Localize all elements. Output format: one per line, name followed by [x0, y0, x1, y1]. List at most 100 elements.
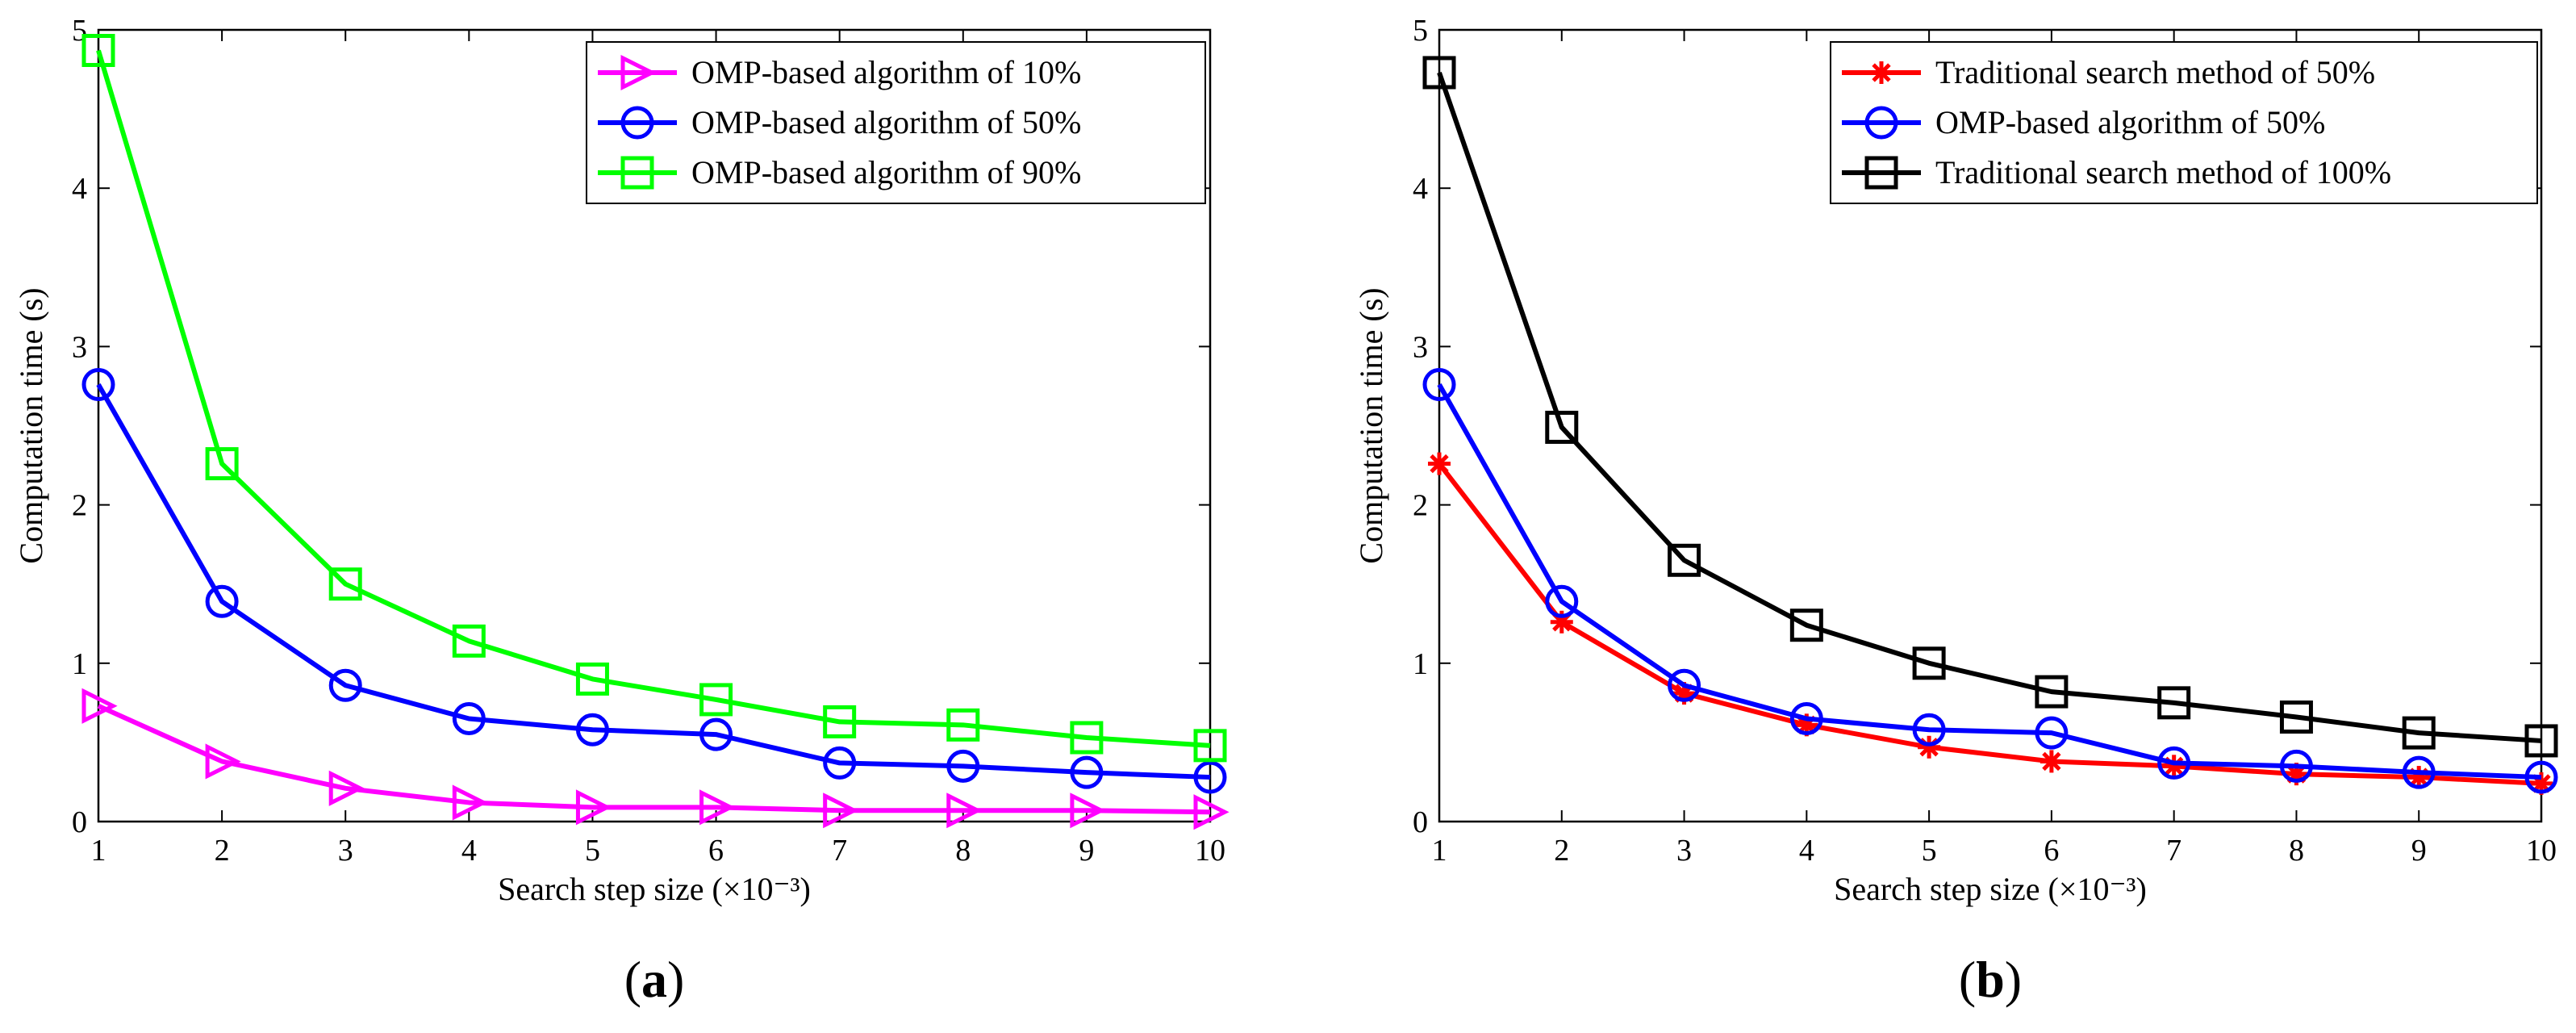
legend-entry: Traditional search method of 100%	[1842, 154, 2391, 190]
x-tick-label: 8	[955, 834, 971, 868]
y-tick-label: 3	[72, 330, 87, 364]
x-tick-label: 2	[1554, 834, 1569, 868]
data-point	[2279, 701, 2313, 734]
data-point	[1918, 735, 1941, 759]
y-tick-label: 3	[1413, 330, 1428, 364]
data-point	[81, 688, 118, 724]
data-point	[1912, 646, 1946, 680]
legend-entry: OMP-based algorithm of 50%	[1842, 104, 2325, 140]
data-point	[699, 717, 733, 751]
data-point	[1070, 793, 1106, 829]
x-tick-label: 2	[215, 834, 230, 868]
series-2	[81, 367, 1227, 794]
x-tick-label: 5	[1922, 834, 1937, 868]
legend-swatch-marker	[620, 106, 654, 140]
x-tick-label: 8	[2289, 834, 2304, 868]
legend-entry: Traditional search method of 50%	[1842, 54, 2375, 90]
data-point	[205, 447, 239, 481]
data-point	[1912, 713, 1946, 747]
y-tick-label: 4	[72, 172, 87, 206]
y-tick-label: 0	[1413, 805, 1428, 839]
legend-entry: OMP-based algorithm of 50%	[598, 104, 1081, 140]
x-axis-label: Search step size (×10⁻³)	[1834, 871, 2147, 907]
data-point	[81, 367, 115, 401]
data-point	[1193, 760, 1227, 794]
legend-entry: OMP-based algorithm of 90%	[598, 154, 1081, 190]
x-tick-label: 10	[2526, 834, 2557, 868]
data-point	[1428, 452, 1451, 475]
legend-swatch-marker	[1864, 106, 1898, 140]
legend-label: OMP-based algorithm of 10%	[691, 54, 1081, 90]
data-point	[575, 662, 609, 696]
series-line	[96, 49, 1211, 748]
asterisk-stroke	[2042, 751, 2061, 772]
data-point	[328, 567, 362, 601]
data-point	[2040, 750, 2063, 773]
series-line	[1437, 462, 2542, 786]
data-point	[452, 701, 486, 735]
data-point	[1668, 543, 1701, 577]
legend-entry: OMP-based algorithm of 10%	[598, 54, 1081, 91]
series-line	[1437, 71, 2542, 743]
legend-label: Traditional search method of 100%	[1935, 154, 2391, 190]
series-line	[97, 704, 1211, 815]
x-tick-label: 6	[708, 834, 724, 868]
data-point	[1070, 755, 1104, 789]
x-tick-label: 4	[461, 834, 477, 868]
panel-label: (b)	[1959, 951, 2022, 1008]
legend-label: OMP-based algorithm of 90%	[691, 154, 1081, 190]
x-tick-label: 7	[2166, 834, 2181, 868]
legend-swatch-marker	[620, 156, 654, 190]
data-point	[1545, 410, 1579, 444]
data-point	[205, 584, 239, 618]
x-tick-label: 3	[1676, 834, 1692, 868]
data-point	[2402, 716, 2436, 750]
legend-box	[586, 41, 1206, 204]
y-tick-label: 4	[1413, 172, 1428, 206]
data-point	[2524, 760, 2558, 794]
asterisk-stroke	[1872, 63, 1891, 82]
legend-label: OMP-based algorithm of 50%	[1935, 104, 2325, 140]
data-point	[1422, 367, 1456, 401]
data-point	[1193, 729, 1227, 763]
data-point	[1422, 56, 1456, 90]
legend-swatch-marker	[620, 54, 657, 91]
data-point	[205, 743, 241, 780]
legend-swatch-marker	[1864, 156, 1898, 190]
x-tick-label: 5	[585, 834, 600, 868]
data-point	[328, 770, 365, 806]
legend: Traditional search method of 50% OMP-base…	[1830, 41, 2538, 204]
series-2	[1422, 367, 2558, 794]
y-axis-label: Computation time (s)	[13, 287, 49, 563]
x-tick-label: 7	[832, 834, 847, 868]
data-point	[2402, 755, 2436, 789]
data-point	[2035, 675, 2069, 709]
x-tick-label: 3	[338, 834, 353, 868]
data-point	[81, 34, 115, 68]
data-point	[1070, 721, 1104, 755]
x-tick-label: 9	[1079, 834, 1094, 868]
y-tick-label: 1	[72, 647, 87, 681]
data-point	[1789, 701, 1823, 735]
data-point	[946, 749, 980, 783]
data-point	[823, 746, 857, 780]
legend: OMP-based algorithm of 10% OMP-based algo…	[586, 41, 1206, 204]
series-3	[1422, 56, 2558, 758]
data-point	[699, 683, 733, 717]
y-tick-label: 2	[1413, 489, 1428, 523]
data-point	[2157, 746, 2191, 780]
data-point	[1789, 609, 1823, 642]
x-axis-label: Search step size (×10⁻³)	[498, 871, 811, 907]
panel-label-close-paren: )	[667, 951, 684, 1008]
y-tick-label: 2	[72, 489, 87, 523]
panel-label-close-paren: )	[2005, 951, 2022, 1008]
data-point	[1193, 794, 1230, 830]
x-tick-label: 9	[2411, 834, 2427, 868]
data-point	[699, 789, 736, 826]
legend-label: OMP-based algorithm of 50%	[691, 104, 1081, 140]
data-point	[575, 789, 612, 826]
panel-label-open-paren: (	[624, 951, 641, 1008]
